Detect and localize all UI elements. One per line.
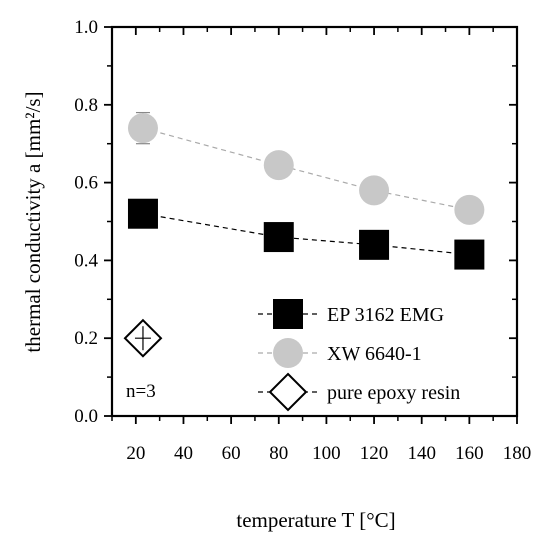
data-point-ep-3162-emg	[127, 198, 158, 229]
y-tick-label: 0.2	[74, 328, 98, 349]
series-line-xw-6640-1	[142, 127, 470, 211]
plot-frame	[110, 25, 519, 418]
plot-border	[110, 25, 519, 418]
x-axis-ticks: 20 40 60 80 100 120 140 160 180	[111, 27, 532, 464]
x-tick-label: 40	[174, 443, 193, 464]
x-tick-label: 60	[222, 443, 241, 464]
data-point-ep-3162-emg	[359, 229, 390, 260]
x-tick-label: 180	[503, 443, 532, 464]
legend-marker-ep-3162-emg	[273, 299, 303, 329]
data-point-ep-3162-emg	[263, 222, 294, 253]
data-point-xw-6640-1	[263, 150, 294, 181]
y-tick-label: 1.0	[74, 17, 98, 38]
y-tick-label: 0.0	[74, 406, 98, 427]
data-point-xw-6640-1	[359, 175, 390, 206]
x-tick-label: 20	[126, 443, 145, 464]
legend: EP 3162 EMG XW 6640-1 pure epoxy resin	[258, 299, 460, 412]
legend-label-xw-6640-1: XW 6640-1	[327, 343, 422, 365]
x-tick-label: 120	[360, 443, 389, 464]
data-point-xw-6640-1	[127, 113, 158, 144]
series-lines	[142, 127, 470, 256]
x-tick-label: 160	[455, 443, 484, 464]
series-line-ep-3162-emg	[142, 213, 470, 256]
y-tick-label: 0.8	[74, 95, 98, 116]
y-tick-label: 0.4	[74, 250, 98, 271]
legend-label-pure-epoxy-resin: pure epoxy resin	[327, 382, 460, 404]
legend-label-ep-3162-emg: EP 3162 EMG	[327, 304, 444, 326]
x-tick-label: 80	[269, 443, 288, 464]
y-axis-ticks: 0.0 0.2 0.4 0.6 0.8 1.0	[74, 17, 517, 427]
x-tick-label: 140	[407, 443, 436, 464]
series-points	[123, 111, 485, 358]
sample-count-annotation: n=3	[126, 381, 156, 402]
data-point-ep-3162-emg	[454, 239, 485, 270]
y-tick-label: 0.6	[74, 173, 98, 194]
data-point-xw-6640-1	[454, 194, 485, 225]
x-axis-title: temperature T [°C]	[236, 508, 395, 532]
legend-marker-pure-epoxy-resin	[268, 372, 308, 412]
x-tick-label: 100	[312, 443, 341, 464]
y-axis-title: thermal conductivity a [mm²/s]	[21, 91, 45, 352]
legend-marker-xw-6640-1	[273, 338, 303, 368]
